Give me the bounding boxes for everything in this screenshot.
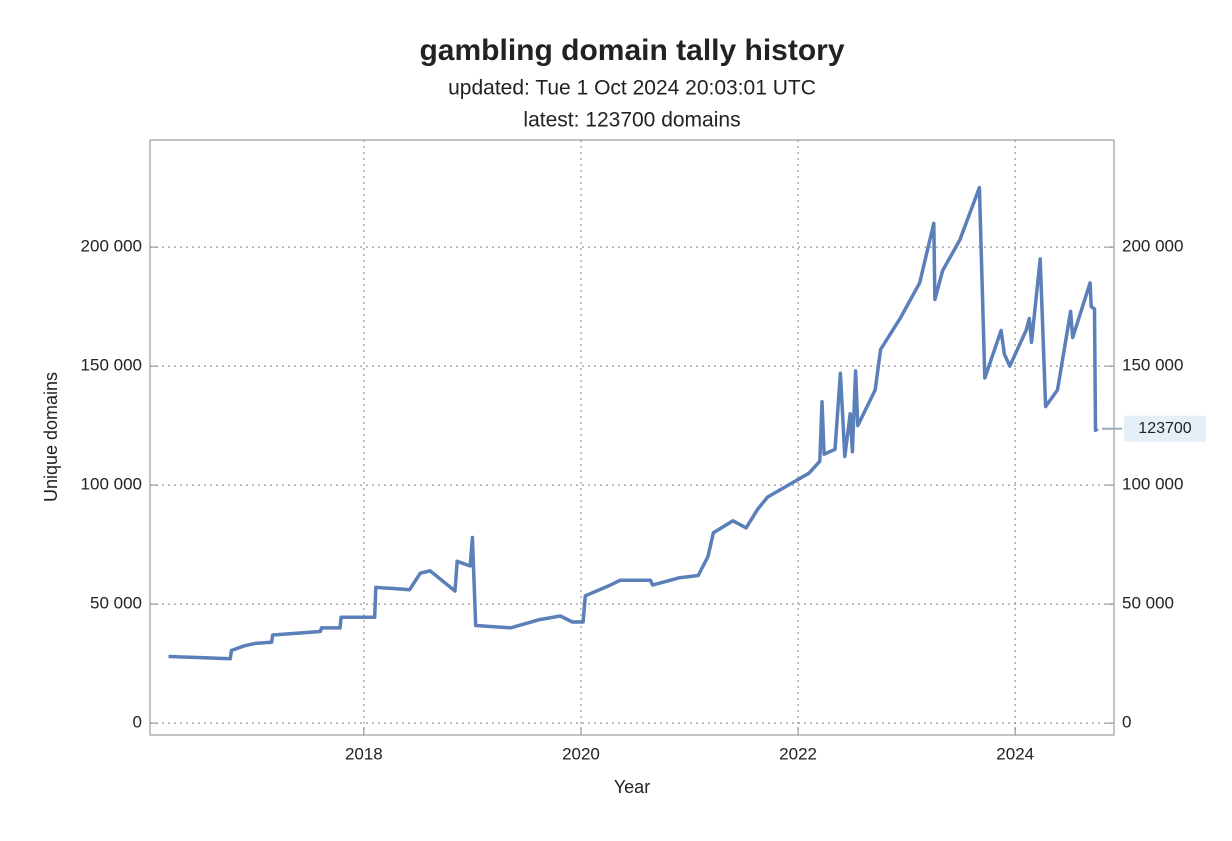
end-value-label: 123700: [1138, 420, 1191, 437]
data-line: [168, 185, 1099, 661]
chart-subtitle: updated: Tue 1 Oct 2024 20:03:01 UTC: [448, 77, 816, 100]
y2-tick-label: 50 000: [1122, 594, 1174, 613]
y2-tick-label: 200 000: [1122, 237, 1183, 256]
y-tick-label: 50 000: [90, 594, 142, 613]
x-tick-label: 2020: [562, 744, 600, 763]
y2-tick-label: 100 000: [1122, 475, 1183, 494]
y2-tick-label: 0: [1122, 713, 1131, 732]
y-tick-label: 200 000: [81, 237, 142, 256]
y-tick-label: 100 000: [81, 475, 142, 494]
x-tick-label: 2022: [779, 744, 817, 763]
x-axis-label: Year: [614, 777, 650, 797]
chart-subtitle: latest: 123700 domains: [523, 109, 740, 132]
y-axis-label: Unique domains: [41, 372, 61, 502]
y-tick-label: 0: [133, 713, 142, 732]
y2-tick-label: 150 000: [1122, 356, 1183, 375]
plot-frame: [149, 139, 1115, 736]
x-tick-label: 2024: [996, 744, 1034, 763]
y-tick-label: 150 000: [81, 356, 142, 375]
x-tick-label: 2018: [345, 744, 383, 763]
callout-box: [1124, 415, 1206, 442]
chart-title: gambling domain tally history: [419, 34, 844, 67]
